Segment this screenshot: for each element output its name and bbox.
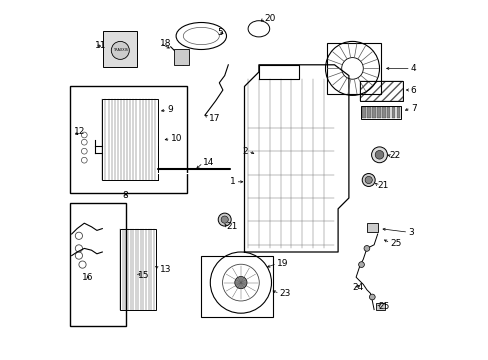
Text: 15: 15: [138, 271, 149, 280]
Text: 11: 11: [95, 41, 106, 50]
Bar: [371, 107, 375, 118]
Circle shape: [365, 176, 371, 184]
Text: 18: 18: [160, 39, 171, 48]
Text: 4: 4: [410, 64, 416, 73]
Text: 25: 25: [389, 239, 401, 248]
Bar: [366, 223, 377, 232]
Bar: [70, 203, 125, 326]
Bar: [376, 107, 380, 118]
Circle shape: [371, 147, 386, 163]
Text: 16: 16: [82, 274, 94, 282]
Bar: [102, 99, 158, 180]
Bar: [361, 107, 365, 118]
Bar: [396, 107, 400, 118]
Bar: [326, 43, 381, 94]
Bar: [359, 81, 402, 101]
Bar: [361, 106, 400, 119]
Text: 22: 22: [389, 151, 400, 160]
Text: 21: 21: [377, 181, 388, 190]
Bar: [201, 256, 273, 317]
Text: 6: 6: [410, 86, 416, 95]
Circle shape: [368, 294, 374, 300]
Bar: [70, 86, 186, 193]
Circle shape: [221, 216, 228, 223]
Text: 24: 24: [352, 284, 363, 292]
Bar: [359, 81, 402, 101]
Text: 25: 25: [378, 302, 389, 311]
Text: TRAXXIS: TRAXXIS: [113, 48, 127, 53]
Bar: [103, 31, 137, 67]
Circle shape: [374, 150, 383, 159]
Text: 1: 1: [229, 177, 235, 186]
Circle shape: [362, 174, 374, 186]
Circle shape: [234, 276, 246, 289]
Circle shape: [218, 213, 231, 226]
Text: 8: 8: [122, 191, 128, 199]
Text: 10: 10: [170, 134, 182, 143]
Text: 9: 9: [167, 105, 172, 114]
Text: 19: 19: [276, 259, 288, 268]
Bar: [391, 107, 395, 118]
Text: 13: 13: [160, 265, 171, 274]
Text: 14: 14: [203, 158, 214, 167]
Text: 3: 3: [407, 228, 413, 237]
Text: 12: 12: [73, 127, 85, 136]
Text: 20: 20: [264, 14, 275, 23]
Text: 7: 7: [410, 104, 416, 113]
Circle shape: [358, 262, 364, 267]
Text: 17: 17: [208, 114, 220, 122]
Bar: [386, 107, 390, 118]
Bar: [120, 229, 156, 310]
Bar: [366, 107, 370, 118]
Bar: [174, 49, 188, 65]
Text: 5: 5: [217, 28, 223, 37]
Bar: [381, 107, 385, 118]
Circle shape: [363, 246, 369, 251]
Text: 2: 2: [242, 147, 247, 156]
Text: 23: 23: [279, 289, 290, 298]
Bar: [375, 303, 384, 310]
Circle shape: [111, 41, 129, 59]
Text: 21: 21: [226, 222, 237, 231]
